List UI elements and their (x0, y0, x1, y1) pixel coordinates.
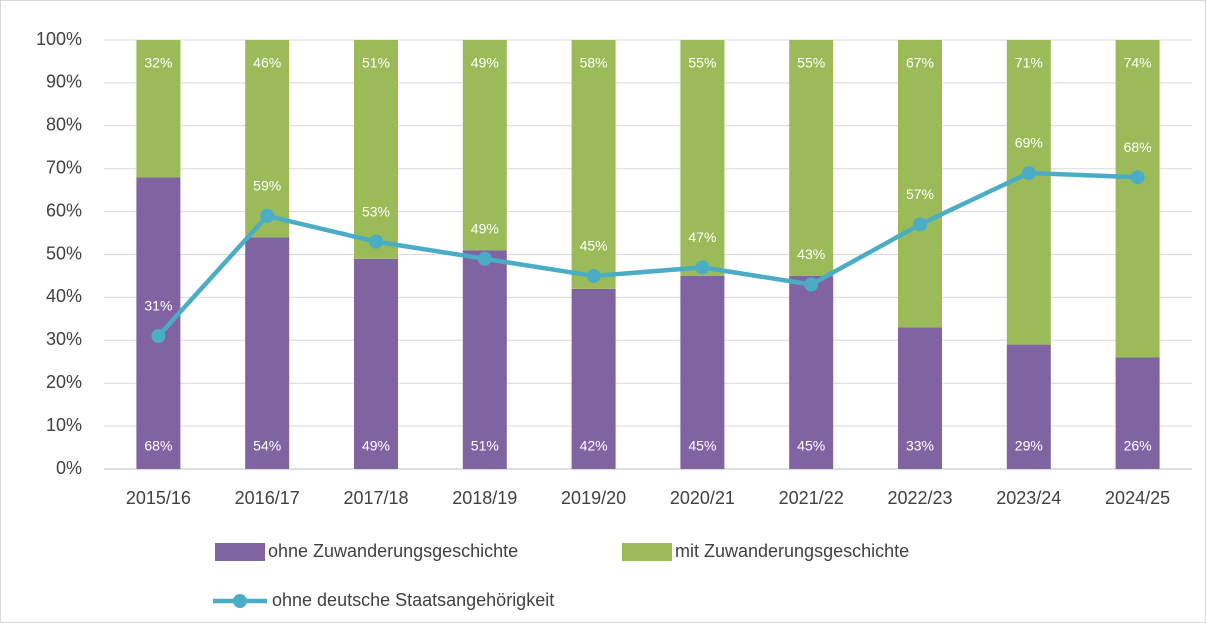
bar-value-label: 42% (580, 438, 608, 454)
x-tick-label: 2021/22 (779, 488, 844, 508)
line-value-label: 49% (471, 220, 499, 236)
y-tick-label: 60% (46, 200, 82, 220)
y-tick-label: 90% (46, 72, 82, 92)
bar-value-label: 51% (471, 438, 499, 454)
bar-value-label: 51% (362, 55, 390, 71)
bar-value-label: 58% (580, 55, 608, 71)
bar-value-label: 46% (253, 55, 281, 71)
bar (898, 327, 942, 469)
y-tick-label: 30% (46, 329, 82, 349)
bar (245, 40, 290, 238)
y-tick-label: 40% (46, 286, 82, 306)
bar-value-label: 45% (688, 438, 716, 454)
bar (354, 40, 398, 259)
bar-value-label: 71% (1015, 55, 1043, 71)
line-marker (151, 329, 166, 344)
line-value-label: 69% (1015, 135, 1043, 151)
line-marker (586, 268, 601, 283)
y-tick-label: 80% (46, 115, 82, 135)
line (156, 170, 1138, 338)
bar-value-label: 45% (797, 438, 825, 454)
line-marker (695, 260, 710, 275)
bar-value-label: 55% (688, 55, 716, 71)
line-value-label: 43% (797, 246, 825, 262)
bar-value-label: 49% (471, 55, 499, 71)
line-marker (1021, 165, 1036, 180)
bar (462, 250, 507, 469)
line-marker (1130, 170, 1145, 185)
x-tick-label: 2018/19 (452, 488, 517, 508)
y-tick-label: 70% (46, 157, 82, 177)
legend-label: mit Zuwanderungsgeschichte (675, 541, 909, 561)
bar (354, 258, 398, 469)
bar-value-label: 74% (1124, 55, 1152, 71)
bar (462, 40, 507, 251)
y-tick-label: 20% (46, 372, 82, 392)
bar-value-label: 55% (797, 55, 825, 71)
legend-label: ohne deutsche Staatsangehörigkeit (272, 590, 554, 610)
x-tick-label: 2024/25 (1105, 488, 1170, 508)
line-value-label: 57% (906, 186, 934, 202)
bar (789, 40, 834, 276)
line-value-label: 53% (362, 203, 390, 219)
line-marker (260, 208, 275, 223)
line-marker (477, 251, 492, 266)
bar (1115, 357, 1160, 469)
x-tick-label: 2020/21 (670, 488, 735, 508)
bar-value-label: 54% (253, 438, 281, 454)
line-value-label: 45% (580, 238, 608, 254)
bar (136, 40, 181, 178)
legend-marker (233, 594, 247, 608)
bar-value-label: 26% (1124, 438, 1152, 454)
bar (1006, 40, 1051, 345)
line-marker (369, 234, 383, 249)
bar-value-label: 33% (906, 438, 934, 454)
y-tick-label: 0% (56, 458, 82, 478)
x-tick-label: 2023/24 (996, 488, 1061, 508)
bar-value-label: 29% (1015, 438, 1043, 454)
bar-value-label: 68% (144, 438, 172, 454)
bar (898, 40, 942, 328)
y-tick-label: 10% (46, 415, 82, 435)
y-tick-label: 100% (36, 29, 82, 49)
bar (571, 288, 616, 469)
x-tick-label: 2017/18 (343, 488, 408, 508)
x-tick-label: 2022/23 (887, 488, 952, 508)
bar (1115, 40, 1160, 358)
y-tick-label: 50% (46, 243, 82, 263)
x-tick-label: 2019/20 (561, 488, 626, 508)
x-tick-label: 2015/16 (126, 488, 191, 508)
bar-value-label: 49% (362, 438, 390, 454)
bar (680, 40, 725, 276)
line-value-label: 31% (144, 298, 172, 314)
legend-label: ohne Zuwanderungsgeschichte (268, 541, 518, 561)
bar (680, 275, 725, 469)
bar-value-label: 32% (144, 55, 172, 71)
line-marker (804, 277, 819, 292)
line-marker (913, 217, 927, 232)
bar (789, 275, 834, 469)
x-tick-label: 2016/17 (235, 488, 300, 508)
bar (136, 177, 181, 469)
bar (1006, 344, 1051, 469)
legend-swatch (622, 543, 672, 561)
line-value-label: 68% (1124, 139, 1152, 155)
legend-swatch (215, 543, 265, 561)
line-value-label: 47% (688, 229, 716, 245)
bar (571, 40, 616, 289)
bar-value-label: 67% (906, 55, 934, 71)
bar (245, 237, 290, 469)
line-value-label: 59% (253, 178, 281, 194)
